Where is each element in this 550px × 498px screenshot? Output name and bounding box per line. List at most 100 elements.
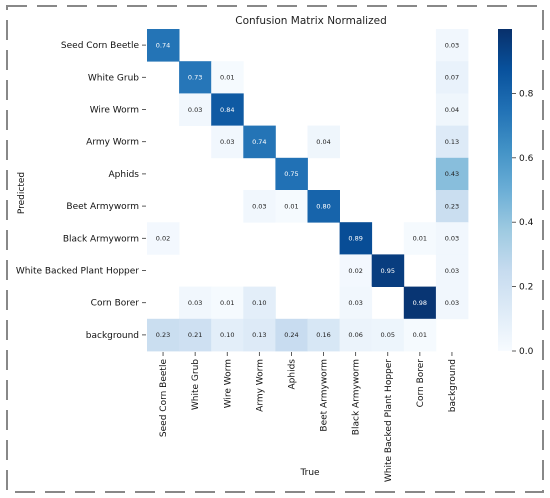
chart-title: Confusion Matrix Normalized	[235, 15, 387, 27]
y-tick-label: Black Armyworm	[63, 234, 139, 244]
heatmap-cell	[275, 190, 308, 223]
heatmap-cell	[435, 190, 469, 223]
cell-value-label: 0.03	[252, 202, 266, 210]
x-axis-label: True	[299, 468, 320, 478]
cell-value-label: 0.95	[381, 267, 395, 275]
y-tick-label: Wire Worm	[90, 106, 139, 116]
colorbar-tick-label: 0.4	[519, 218, 534, 228]
cell-value-label: 0.10	[220, 331, 234, 339]
x-tick-label: Aphids	[287, 359, 297, 390]
y-axis-label: Predicted	[17, 172, 27, 214]
cell-value-label: 0.03	[188, 299, 202, 307]
cell-value-label: 0.01	[284, 202, 298, 210]
x-tick-label: Army Worm	[255, 359, 265, 412]
cell-value-label: 0.43	[445, 170, 459, 178]
cell-value-label: 0.03	[220, 138, 234, 146]
heatmap-cell	[179, 286, 212, 320]
cell-value-label: 0.75	[284, 170, 298, 178]
cell-value-label: 0.80	[316, 202, 330, 210]
heatmap-cell	[403, 286, 437, 320]
heatmap-cell	[435, 125, 469, 159]
heatmap-cell	[243, 286, 276, 320]
heatmap-cell	[339, 286, 373, 320]
heatmap-cell	[435, 157, 469, 191]
heatmap-cell	[435, 222, 469, 255]
cell-value-label: 0.01	[220, 299, 234, 307]
cell-value-label: 0.89	[348, 235, 362, 243]
heatmap-cell	[435, 61, 469, 94]
colorbar-tick-label: 0.8	[519, 89, 534, 99]
x-tick-label: White Backed Plant Hopper	[384, 359, 394, 482]
y-tick-label: Beet Armyworm	[66, 202, 139, 212]
cell-value-label: 0.84	[220, 106, 234, 114]
heatmap-cell	[435, 286, 469, 320]
x-tick-label: Corn Borer	[416, 359, 426, 408]
cell-value-label: 0.01	[220, 74, 234, 82]
cell-value-label: 0.03	[348, 299, 362, 307]
heatmap-cell	[307, 190, 340, 223]
y-tick-label: Corn Borer	[91, 299, 140, 309]
cell-value-label: 0.13	[252, 331, 266, 339]
x-tick-labels: Seed Corn Beetle White Grub Wire Worm Army …	[159, 352, 458, 482]
cell-value-label: 0.21	[188, 331, 202, 339]
heatmap-cell	[243, 318, 276, 352]
heatmap-cell	[147, 29, 180, 62]
x-tick-label: Wire Worm	[223, 359, 233, 408]
heatmap-cell	[307, 125, 340, 159]
y-tick-label: background	[86, 331, 139, 341]
cell-value-label: 0.02	[156, 235, 170, 243]
cell-value-label: 0.04	[316, 138, 330, 146]
colorbar-tick-label: 0.2	[519, 283, 533, 293]
heatmap-cell	[211, 125, 244, 159]
cell-value-label: 0.04	[445, 106, 459, 114]
heatmap-cell	[403, 222, 437, 255]
y-tick-label: White Grub	[88, 73, 139, 83]
cell-value-label: 0.98	[413, 299, 427, 307]
cell-value-label: 0.01	[413, 235, 427, 243]
colorbar-ticks: 0.0 0.2 0.4 0.6 0.8	[512, 89, 534, 357]
cell-value-label: 0.13	[445, 138, 459, 146]
heatmap-cell	[339, 318, 373, 352]
heatmap-cell	[435, 254, 469, 287]
heatmap-cell	[275, 157, 308, 191]
heatmap-cell	[403, 318, 437, 352]
heatmap-cell	[179, 93, 212, 126]
colorbar	[498, 29, 512, 351]
heatmap-cell	[211, 61, 244, 94]
heatmap-cell	[179, 61, 212, 94]
cell-value-label: 0.03	[445, 299, 459, 307]
heatmap-cell	[435, 29, 469, 62]
cell-value-label: 0.73	[188, 74, 202, 82]
y-tick-label: Aphids	[109, 170, 140, 180]
heatmap-cell	[179, 318, 212, 352]
y-tick-labels: Seed Corn Beetle White Grub Wire Worm Army …	[16, 41, 146, 341]
heatmap-cell	[147, 318, 180, 352]
cell-value-label: 0.10	[252, 299, 266, 307]
x-tick-label: Beet Armyworm	[320, 359, 330, 432]
heatmap-cell	[211, 318, 244, 352]
cell-value-label: 0.03	[188, 106, 202, 114]
heatmap-grid: 0.74 0.03 0.73 0.01 0.07 0.03 0.84 0.04 0.03 0.74…	[147, 29, 469, 352]
y-tick-label: Seed Corn Beetle	[61, 41, 140, 51]
cell-value-label: 0.23	[156, 331, 170, 339]
cell-value-label: 0.06	[348, 331, 362, 339]
cell-value-label: 0.03	[445, 235, 459, 243]
x-tick-label: Seed Corn Beetle	[159, 359, 169, 438]
cell-value-label: 0.74	[156, 41, 170, 49]
x-tick-label: background	[448, 359, 458, 412]
colorbar-tick-label: 0.6	[519, 154, 534, 164]
cell-value-label: 0.02	[348, 267, 362, 275]
heatmap-cell	[339, 254, 373, 287]
cell-value-label: 0.23	[445, 202, 459, 210]
cell-value-label: 0.01	[413, 331, 427, 339]
cell-value-label: 0.24	[284, 331, 298, 339]
heatmap-cell	[307, 318, 340, 352]
heatmap-cell	[147, 222, 180, 255]
heatmap-cell	[339, 222, 373, 255]
heatmap-cell	[211, 93, 244, 126]
cell-value-label: 0.03	[445, 267, 459, 275]
heatmap-cell	[211, 286, 244, 320]
cell-value-label: 0.74	[252, 138, 266, 146]
